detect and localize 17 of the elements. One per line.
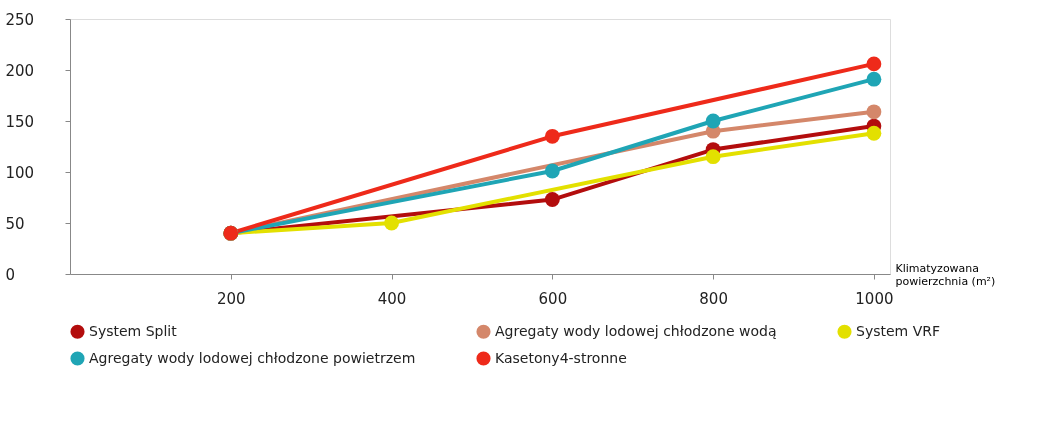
legend-label: System VRF: [856, 322, 941, 339]
x-tick-label: 800: [699, 289, 728, 308]
y-tick-label: 0: [5, 265, 16, 284]
x-tick-label: 200: [216, 289, 246, 308]
legend-label: System Split: [89, 322, 178, 339]
y-tick-label: 200: [5, 61, 35, 80]
legend-label: Agregaty wody lodowej chłodzone powietrzem: [89, 349, 416, 366]
y-tick-label: 150: [5, 112, 35, 131]
x-axis-title: Klimatyzowana powierzchnia (m²): [895, 261, 996, 288]
x-tick-label: 400: [377, 289, 407, 308]
x-tick-label: 600: [538, 289, 568, 308]
legend-label: Agregaty wody lodowej chłodzone wodą: [495, 322, 777, 339]
x-tick-label: 1000: [855, 289, 894, 308]
y-tick-label: 250: [5, 10, 35, 29]
y-tick-label: 50: [5, 214, 25, 233]
y-tick-label: 100: [5, 163, 35, 182]
legend-label: Kasetony4-stronne: [495, 349, 627, 366]
